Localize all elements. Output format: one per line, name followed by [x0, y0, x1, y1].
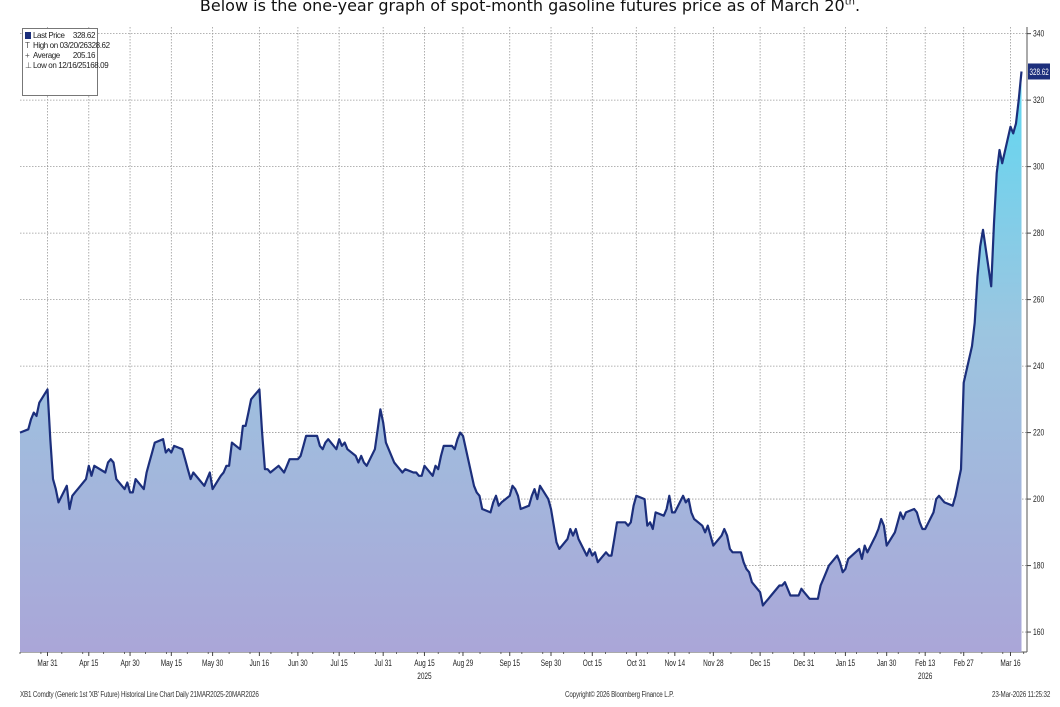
x-tick-label: Feb 13	[915, 658, 936, 668]
legend-row: T High on 03/20/26 328.62	[25, 41, 110, 51]
page-title-end: .	[855, 0, 861, 15]
page-title: Below is the one-year graph of spot-mont…	[0, 0, 1060, 15]
x-tick-label: Oct 31	[627, 658, 646, 668]
x-tick-label: Jul 15	[331, 658, 349, 668]
x-tick-label: Aug 15	[414, 658, 435, 668]
x-tick-label: Jul 31	[375, 658, 392, 668]
x-tick-label: Sep 30	[541, 658, 562, 668]
x-year-label: 2025	[417, 671, 432, 681]
x-tick-label: Dec 15	[750, 658, 771, 668]
legend-marker-icon: T	[25, 41, 30, 50]
legend-label: Average	[33, 51, 60, 60]
legend-label-group: T High on 03/20/26	[25, 41, 88, 51]
legend-label-group: Last Price	[25, 31, 65, 41]
legend-label-group: ⊥Low on 12/16/25	[25, 61, 87, 71]
y-tick-label: 240	[1033, 361, 1045, 371]
y-tick-label: 220	[1033, 428, 1045, 438]
legend-label: Last Price	[33, 31, 65, 40]
chart-grid	[20, 27, 1028, 653]
y-axis: 160 180 200 220 240 260 280 300 320 340	[1027, 29, 1045, 637]
footer-timestamp: 23-Mar-2026 11:25:32	[992, 690, 1051, 699]
last-price-box	[1028, 63, 1050, 80]
price-line	[19, 71, 1023, 607]
x-tick-label: Jun 16	[250, 658, 270, 668]
x-tick-label: May 30	[202, 658, 224, 668]
last-price-label: 328.62	[1030, 67, 1049, 77]
legend: Last Price 328.62 T High on 03/20/26 328.62 +…	[22, 28, 110, 96]
last-price-tag: 328.62	[1028, 63, 1050, 80]
x-tick-label: Jun 30	[288, 658, 308, 668]
x-tick-label: Dec 31	[794, 658, 815, 668]
legend-marker-icon: ⊥	[25, 61, 32, 70]
y-tick-label: 180	[1033, 561, 1045, 571]
x-tick-label: Jan 15	[836, 658, 856, 668]
y-tick-label: 200	[1033, 494, 1045, 504]
x-tick-label: May 15	[161, 658, 183, 668]
y-tick-label: 160	[1033, 627, 1045, 637]
x-axis: Mar 31 Apr 15 Apr 30 May 15 May 30 Jun 16 Jun …	[19, 652, 1025, 681]
x-tick-label: Nov 14	[665, 658, 686, 668]
price-area	[20, 71, 1022, 652]
y-tick-label: 320	[1033, 95, 1045, 105]
legend-row: Last Price 328.62	[25, 31, 95, 41]
y-tick-label: 280	[1033, 228, 1045, 238]
legend-marker-icon: +	[25, 51, 30, 60]
x-year-label: 2026	[918, 671, 933, 681]
x-tick-label: Mar 16	[1000, 658, 1021, 668]
footer-source: XB1 Comdty (Generic 1st 'XB' Future) His…	[20, 690, 259, 699]
legend-value: 205.16	[72, 51, 95, 60]
y-tick-label: 260	[1033, 295, 1045, 305]
legend-row: + Average 205.16	[25, 51, 95, 61]
legend-label: Low on 12/16/25	[33, 61, 87, 70]
legend-value: 328.62	[87, 41, 110, 50]
x-tick-label: Apr 30	[121, 658, 141, 668]
x-tick-label: Mar 31	[37, 658, 57, 668]
page-title-text: Below is the one-year graph of spot-mont…	[199, 0, 845, 15]
y-tick-label: 340	[1033, 29, 1045, 39]
footer-copyright: Copyright© 2026 Bloomberg Finance L.P.	[565, 690, 674, 699]
x-tick-label: Nov 28	[703, 658, 724, 668]
y-tick-label: 300	[1033, 162, 1045, 172]
legend-value: 328.62	[72, 31, 95, 40]
x-tick-label: Oct 15	[583, 658, 603, 668]
x-tick-label: Jan 30	[877, 658, 897, 668]
page-title-sup: th	[844, 0, 855, 8]
x-tick-label: Feb 27	[954, 658, 974, 668]
legend-label-group: + Average	[25, 51, 60, 61]
legend-swatch	[25, 32, 31, 39]
x-tick-label: Apr 15	[79, 658, 99, 668]
x-tick-label: Sep 15	[499, 658, 520, 668]
legend-value: 168.09	[86, 61, 109, 70]
legend-label: High on 03/20/26	[33, 41, 88, 50]
x-tick-label: Aug 29	[453, 658, 474, 668]
legend-row: ⊥Low on 12/16/25 168.09	[25, 61, 109, 71]
